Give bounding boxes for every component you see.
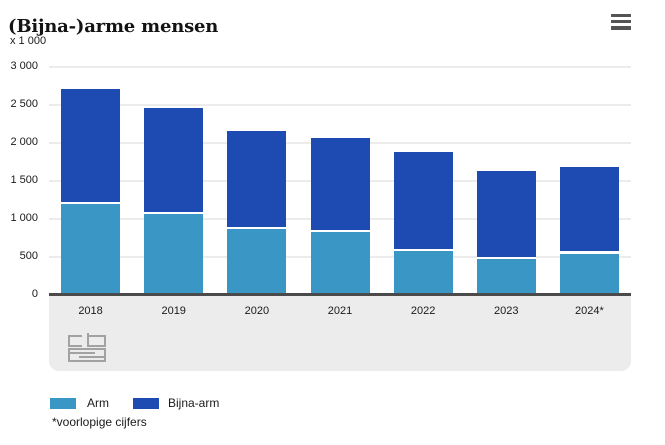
legend-label-bijna-arm[interactable]: Bijna-arm (168, 396, 220, 410)
x-tick-label: 2018 (78, 305, 103, 317)
bar-segment-bijna-arm-2024*[interactable] (559, 166, 619, 254)
y-tick-label: 3 000 (10, 60, 38, 72)
bar-segment-arm-2022[interactable] (393, 251, 453, 294)
bar-segment-arm-2021[interactable] (310, 232, 370, 294)
gridline (49, 65, 631, 68)
y-tick-label: 500 (19, 250, 38, 262)
y-tick-label: 2 000 (10, 136, 38, 148)
x-tick-label: 2020 (244, 305, 270, 317)
bar-segment-bijna-arm-2021[interactable] (310, 137, 370, 233)
bar-segment-bijna-arm-2018[interactable] (61, 89, 121, 205)
x-axis-line (49, 293, 631, 296)
bar-segment-arm-2019[interactable] (144, 213, 204, 294)
x-axis-band: 2018 2019 2020 2021 2022 2023 2024* (49, 296, 631, 371)
x-tick-label: 2022 (410, 305, 436, 317)
bar-segment-bijna-arm-2020[interactable] (227, 131, 287, 230)
gridline (49, 103, 631, 106)
x-tick-label: 2021 (327, 305, 353, 317)
bar-segment-bijna-arm-2022[interactable] (393, 151, 453, 252)
footnote: *voorlopige cijfers (52, 415, 147, 429)
legend-swatch-bijna-arm[interactable] (133, 398, 159, 409)
x-tick-label: 2023 (494, 305, 519, 317)
page-title: (Bijna-)arme mensen (8, 16, 219, 38)
hamburger-bar (611, 26, 631, 30)
cbs-logo (61, 332, 117, 367)
bar-segment-bijna-arm-2019[interactable] (144, 108, 204, 214)
y-axis-unit-label: x 1 000 (10, 35, 47, 47)
bar-segment-arm-2023[interactable] (476, 258, 536, 294)
y-tick-label: 1 000 (10, 212, 38, 224)
y-tick-label: 2 500 (10, 98, 38, 110)
legend-label-arm[interactable]: Arm (87, 396, 109, 410)
bar-segment-arm-2024*[interactable] (559, 253, 619, 294)
legend-swatch-arm[interactable] (50, 398, 76, 409)
y-tick-label: 0 (31, 288, 38, 300)
bar-segment-arm-2018[interactable] (61, 204, 121, 294)
y-tick-label: 1 500 (10, 174, 38, 186)
hamburger-bar (611, 19, 631, 24)
hamburger-bar (611, 13, 631, 18)
hamburger-icon[interactable] (605, 9, 637, 37)
x-tick-label: 2019 (161, 305, 186, 317)
bar-segment-arm-2020[interactable] (227, 229, 287, 294)
bar-segment-bijna-arm-2023[interactable] (476, 171, 536, 259)
x-tick-label: 2024* (575, 305, 604, 317)
